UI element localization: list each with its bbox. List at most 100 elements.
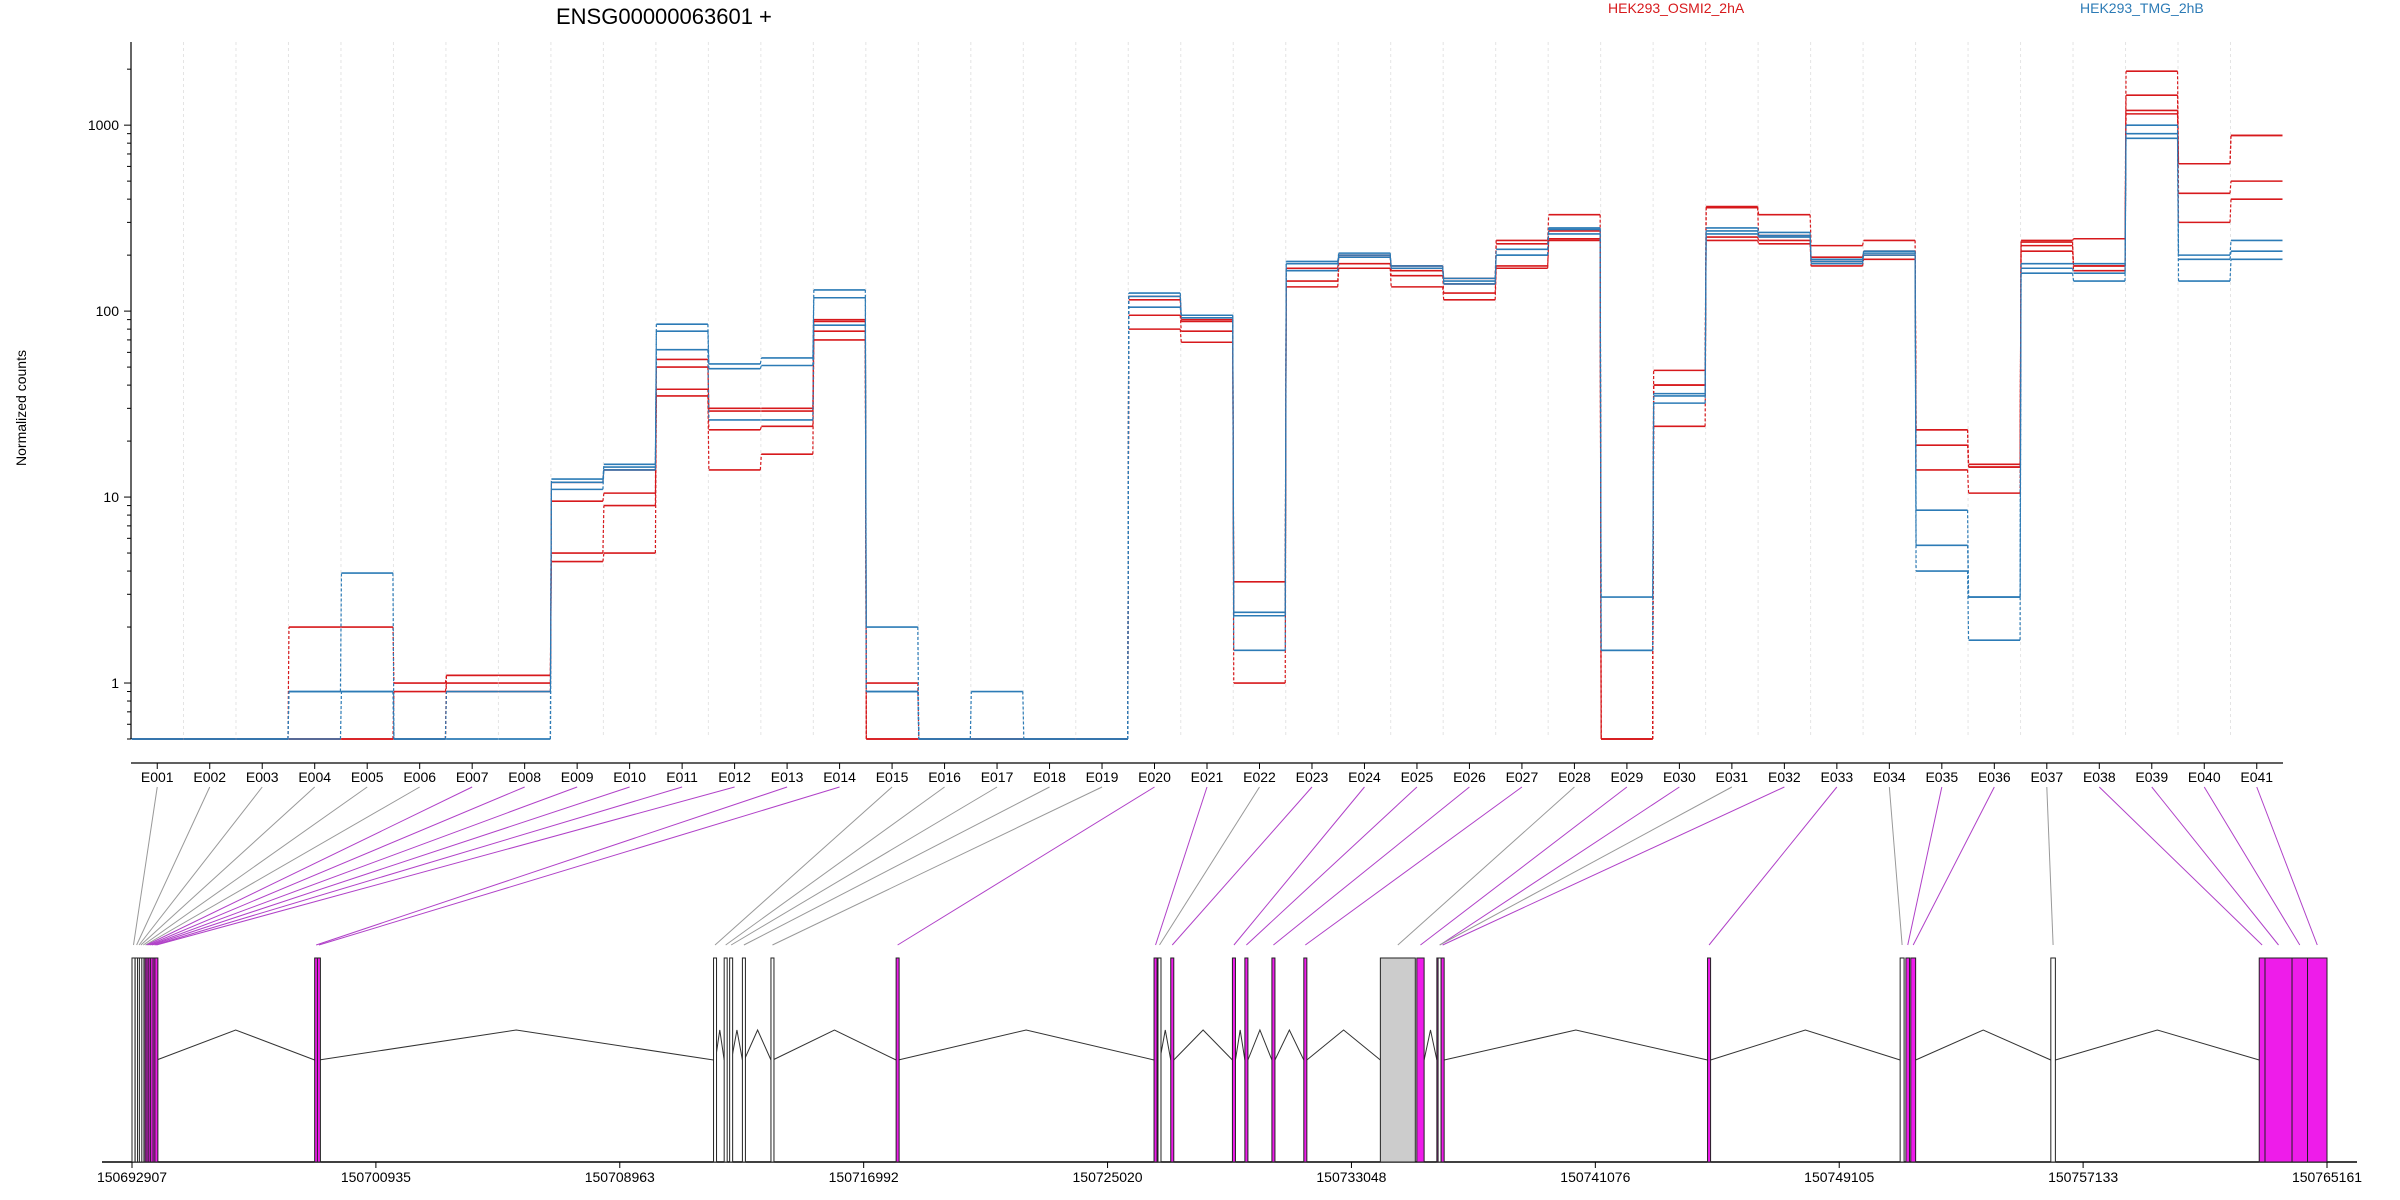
x-tick-label: E037 xyxy=(2030,769,2063,785)
x-tick-label: E003 xyxy=(246,769,279,785)
series-connector xyxy=(1022,691,1025,740)
y-tick-label: 100 xyxy=(96,303,120,319)
x-tick-label: E013 xyxy=(771,769,804,785)
exon-connector xyxy=(2151,786,2279,946)
x-tick-label: E033 xyxy=(1821,769,1854,785)
series-connector xyxy=(602,464,605,480)
series-6 xyxy=(131,124,2283,740)
exon-block xyxy=(2050,957,2056,1163)
exon-connector xyxy=(156,786,735,946)
exon-connector xyxy=(138,786,263,946)
series-4 xyxy=(131,137,2283,740)
coord-label: 150725020 xyxy=(1073,1169,1143,1185)
exon-connector xyxy=(1442,786,1785,946)
exon-connector xyxy=(743,786,1050,946)
series-connector xyxy=(1914,251,1917,511)
exon-connector xyxy=(133,786,158,946)
exon-block xyxy=(2258,957,2266,1163)
x-tick-label: E018 xyxy=(1033,769,1066,785)
series-connector xyxy=(1284,270,1287,616)
series-connector xyxy=(707,395,710,470)
exon-block xyxy=(2291,957,2309,1163)
series-connector xyxy=(1389,268,1392,287)
series-connector xyxy=(812,325,815,420)
series-connector xyxy=(1757,230,1760,236)
exon-block xyxy=(1905,957,1911,1163)
exon-connector xyxy=(1912,786,1995,946)
exon-connector xyxy=(154,786,683,946)
x-tick-label: E023 xyxy=(1296,769,1329,785)
series-connector xyxy=(917,691,920,740)
series-connector xyxy=(759,426,762,430)
series-connector xyxy=(339,691,343,740)
series-3 xyxy=(131,70,2283,740)
x-tick-label: E035 xyxy=(1925,769,1958,785)
intron-line xyxy=(772,1029,897,1061)
series-connector xyxy=(1179,329,1182,343)
exon-block xyxy=(154,957,159,1163)
x-tick-label: E031 xyxy=(1716,769,1749,785)
series-connector xyxy=(1232,315,1235,613)
exon-connector xyxy=(2098,786,2263,946)
series-connector xyxy=(707,324,710,364)
series-connector xyxy=(2176,113,2180,164)
x-tick-label: E004 xyxy=(298,769,331,785)
x-tick-label: E032 xyxy=(1768,769,1801,785)
exon-connector xyxy=(1888,786,1903,946)
series-connector xyxy=(707,349,710,420)
series-connector xyxy=(917,627,920,740)
series-connector xyxy=(392,691,395,740)
y-tick-label: 1000 xyxy=(88,117,119,133)
series-connector xyxy=(287,627,290,740)
series-connector xyxy=(2071,242,2075,266)
x-tick-label: E014 xyxy=(823,769,856,785)
series-connector xyxy=(1966,510,1970,598)
series-connector xyxy=(1862,251,1865,260)
exon-block xyxy=(1170,957,1175,1163)
series-connector xyxy=(1809,232,1812,260)
exon-connector xyxy=(2256,786,2318,946)
exon-connector xyxy=(318,786,840,946)
x-tick-label: E036 xyxy=(1978,769,2011,785)
exon-block xyxy=(1153,957,1158,1163)
coord-label: 150741076 xyxy=(1560,1169,1630,1185)
exon-connectors xyxy=(133,786,2318,946)
series-connector xyxy=(2019,263,2022,598)
exon-connector xyxy=(143,786,368,946)
exon-block xyxy=(1899,957,1905,1163)
x-tick-label: E009 xyxy=(561,769,594,785)
exon-block xyxy=(1910,957,1917,1163)
x-tick-label: E011 xyxy=(666,769,698,785)
series-connector xyxy=(759,365,762,369)
series-connector xyxy=(2124,138,2127,282)
series-connector xyxy=(1966,469,1970,494)
x-tick-label: E019 xyxy=(1086,769,1119,785)
exon-connector xyxy=(1439,786,1733,946)
series-connector xyxy=(2229,199,2232,223)
series-connector xyxy=(1494,255,1497,282)
series-connector xyxy=(1862,240,1865,246)
series-1 xyxy=(131,94,2283,740)
exon-block xyxy=(770,957,775,1163)
series-connector xyxy=(1389,257,1392,269)
series-connector xyxy=(1547,214,1550,241)
x-tick-label: E010 xyxy=(613,769,646,785)
intron-line xyxy=(743,1028,772,1061)
exon-block xyxy=(1440,957,1445,1163)
coord-label: 150765161 xyxy=(2292,1169,2362,1185)
series-connector xyxy=(864,321,867,740)
series-connector xyxy=(2176,71,2180,164)
series-connector xyxy=(1809,214,1812,246)
exon-connector xyxy=(1159,786,1260,946)
coord-label: 150733048 xyxy=(1316,1169,1386,1185)
chart-title: ENSG00000063601 + xyxy=(556,4,772,29)
exon-block xyxy=(1416,957,1425,1163)
exon-block xyxy=(316,957,321,1163)
exon-block xyxy=(729,957,734,1163)
series-connector xyxy=(1337,268,1340,287)
series-connector xyxy=(2071,251,2075,271)
series-connector xyxy=(392,573,395,740)
exon-block xyxy=(1157,957,1162,1163)
coord-label: 150749105 xyxy=(1804,1169,1874,1185)
